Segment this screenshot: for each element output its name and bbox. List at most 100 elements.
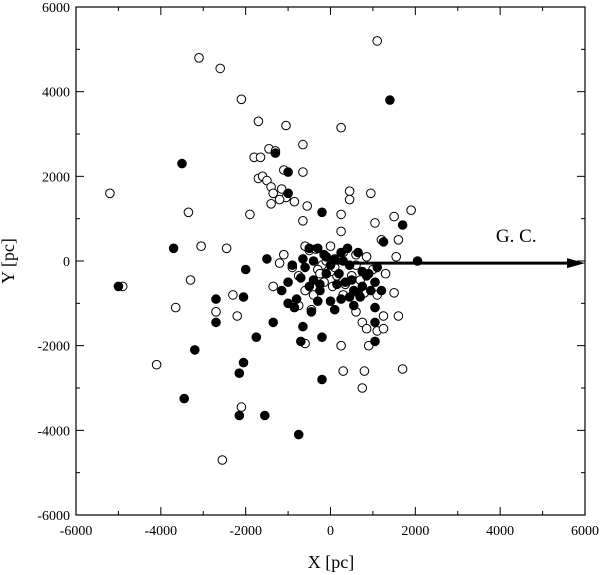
gc-label: G. C. (496, 226, 537, 247)
open-data-point (344, 186, 355, 196)
open-data-point (236, 402, 247, 412)
y-tick-label: -6000 (37, 509, 70, 524)
filled-data-point (349, 300, 359, 311)
filled-data-point (313, 296, 323, 307)
x-tick-label: 4000 (486, 524, 514, 539)
open-data-point (228, 290, 238, 300)
filled-data-point (179, 393, 189, 404)
filled-data-point (366, 285, 376, 296)
filled-data-point (296, 336, 306, 347)
galactic-center-annotation: G. C. (330, 226, 585, 269)
open-data-point (406, 205, 416, 215)
filled-data-point (355, 292, 366, 302)
y-tick-label: 4000 (42, 86, 70, 101)
open-data-point (274, 194, 285, 205)
filled-data-point (321, 268, 332, 279)
open-data-point (255, 152, 266, 163)
filled-data-point (283, 167, 293, 177)
filled-data-point (234, 368, 245, 379)
filled-data-point (283, 188, 293, 199)
filled-data-point (376, 285, 387, 296)
open-data-point (211, 307, 221, 317)
filled-data-point (298, 321, 308, 332)
y-tick-label: 2000 (42, 170, 70, 185)
open-data-point (245, 209, 255, 220)
open-data-point (336, 122, 346, 133)
y-axis-label: Y [pc] (0, 238, 18, 284)
open-data-point (279, 249, 289, 260)
axis-ticks (75, 6, 586, 516)
open-data-point (298, 167, 308, 177)
filled-data-point (306, 307, 317, 317)
open-data-point (253, 116, 264, 127)
filled-data-point (190, 345, 200, 355)
filled-data-point (353, 247, 363, 258)
filled-data-point (211, 317, 221, 328)
filled-data-point (370, 277, 380, 288)
open-data-point (336, 226, 346, 237)
open-data-point (372, 36, 383, 46)
data-points (105, 36, 423, 465)
y-tick-label: -4000 (37, 424, 70, 439)
open-data-point (281, 120, 291, 131)
open-data-point (393, 235, 404, 245)
open-data-point (236, 94, 247, 105)
x-tick-label: 0 (327, 524, 334, 539)
open-data-point (391, 251, 402, 262)
filled-data-point (296, 273, 306, 283)
filled-data-point (361, 271, 372, 281)
filled-data-point (336, 294, 346, 304)
x-tick-label: 6000 (571, 524, 599, 539)
open-data-point (183, 207, 194, 218)
open-data-point (170, 302, 181, 313)
filled-data-point (332, 279, 342, 290)
open-data-point (370, 218, 380, 228)
filled-data-point (344, 292, 355, 302)
x-tick-label: -6000 (60, 524, 93, 539)
open-data-point (344, 194, 355, 205)
open-data-point (268, 281, 279, 292)
x-tick-label: -2000 (229, 524, 262, 539)
filled-data-point (385, 95, 395, 105)
open-data-point (274, 258, 285, 268)
open-data-point (389, 288, 399, 298)
open-data-point (185, 275, 196, 285)
x-axis-label: X [pc] (308, 552, 354, 572)
filled-data-point (270, 148, 281, 158)
y-tick-label: -2000 (37, 340, 70, 355)
open-data-point (338, 366, 349, 376)
open-data-point (215, 63, 225, 74)
filled-data-point (276, 285, 287, 296)
filled-data-point (240, 264, 251, 275)
open-data-point (221, 243, 232, 254)
filled-data-point (336, 247, 346, 258)
open-data-point (380, 268, 391, 279)
filled-data-point (168, 243, 179, 254)
open-data-point (359, 366, 370, 376)
filled-data-point (298, 254, 308, 264)
filled-data-point (260, 410, 270, 421)
open-data-point (266, 199, 276, 209)
filled-data-point (308, 256, 319, 266)
open-data-point (325, 241, 336, 251)
filled-data-point (370, 317, 380, 328)
filled-data-point (378, 237, 389, 247)
open-data-point (151, 359, 162, 370)
filled-data-point (289, 302, 300, 313)
filled-data-point (177, 158, 187, 169)
filled-data-point (329, 304, 340, 315)
filled-data-point (397, 220, 408, 230)
filled-data-point (370, 302, 380, 313)
gc-arrow-head (567, 258, 585, 269)
open-data-point (393, 311, 404, 321)
filled-data-point (315, 279, 325, 290)
open-data-point (378, 311, 389, 321)
open-data-point (268, 188, 279, 199)
filled-data-point (370, 336, 380, 347)
open-data-point (336, 209, 346, 220)
axis-tick-labels: -6000 -4000 -2000 0 2000 4000 6000 -6000 -4000 -2… (37, 1, 599, 539)
filled-data-point (238, 292, 249, 302)
filled-data-point (346, 275, 357, 285)
x-tick-label: -4000 (144, 524, 177, 539)
open-data-point (196, 241, 206, 251)
